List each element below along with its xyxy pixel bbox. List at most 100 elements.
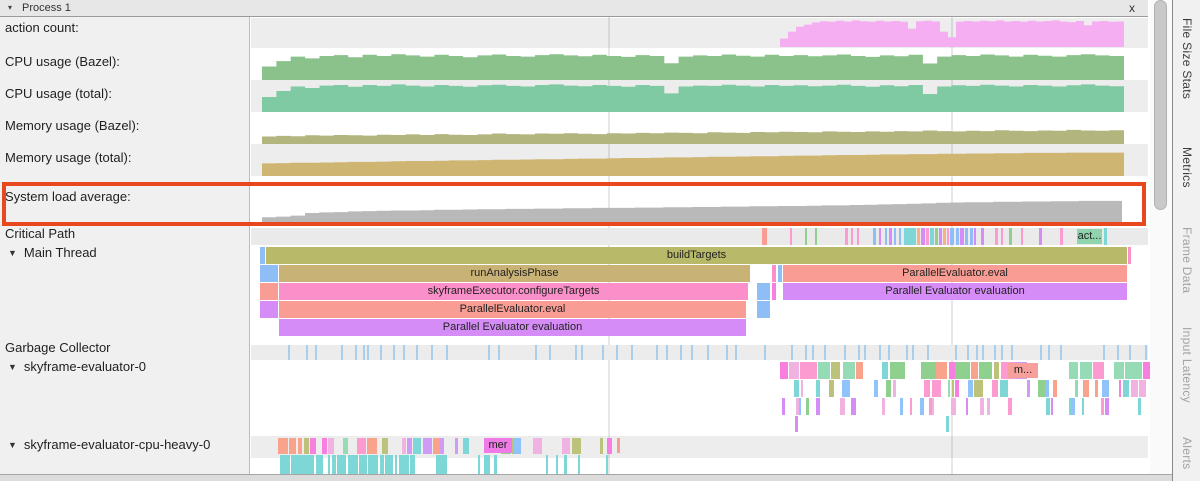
trace-slice[interactable] bbox=[303, 455, 314, 477]
trace-slice[interactable] bbox=[757, 283, 770, 300]
critical-path-slice[interactable] bbox=[894, 228, 896, 245]
trace-slice[interactable]: ParallelEvaluator.eval bbox=[279, 301, 746, 318]
trace-slice[interactable] bbox=[1095, 380, 1098, 397]
trace-slice[interactable] bbox=[260, 247, 265, 264]
gc-tick[interactable] bbox=[976, 345, 978, 360]
critical-path-slice[interactable] bbox=[950, 228, 954, 245]
trace-slice[interactable] bbox=[1138, 398, 1141, 415]
critical-path-slice[interactable] bbox=[947, 228, 949, 245]
trace-slice[interactable] bbox=[921, 362, 936, 379]
gc-tick[interactable] bbox=[726, 345, 728, 360]
critical-path-slice[interactable] bbox=[970, 228, 973, 245]
trace-slice[interactable] bbox=[423, 438, 432, 454]
trace-slice[interactable] bbox=[285, 455, 290, 477]
gc-tick[interactable] bbox=[906, 345, 908, 360]
critical-path-slice[interactable] bbox=[1104, 228, 1107, 245]
collapse-chevron-icon[interactable]: ▼ bbox=[8, 362, 17, 372]
track-name[interactable]: Memory usage (Bazel): bbox=[5, 118, 140, 133]
gc-tick[interactable] bbox=[955, 345, 957, 360]
gc-tick[interactable] bbox=[363, 345, 365, 360]
gc-tick[interactable] bbox=[535, 345, 537, 360]
trace-slice[interactable] bbox=[994, 362, 999, 379]
critical-path-slice[interactable] bbox=[974, 228, 976, 245]
trace-slice[interactable] bbox=[843, 362, 855, 379]
trace-slice[interactable] bbox=[280, 455, 285, 477]
counter-chart-memory-usage-bazel[interactable] bbox=[262, 114, 1124, 144]
trace-slice[interactable] bbox=[348, 455, 358, 477]
critical-path-slice[interactable] bbox=[879, 228, 881, 245]
trace-slice[interactable]: runAnalysisPhase bbox=[279, 265, 750, 282]
gc-tick[interactable] bbox=[967, 345, 969, 360]
trace-slice[interactable] bbox=[1038, 380, 1045, 397]
critical-path-slice[interactable] bbox=[885, 228, 887, 245]
trace-slice[interactable] bbox=[1119, 380, 1121, 397]
trace-slice[interactable] bbox=[806, 398, 809, 415]
track-name[interactable]: Critical Path bbox=[5, 226, 76, 241]
gc-tick[interactable] bbox=[631, 345, 633, 360]
critical-path-slice[interactable] bbox=[981, 228, 984, 245]
trace-slice[interactable] bbox=[564, 455, 567, 477]
trace-slice[interactable] bbox=[1053, 380, 1057, 397]
trace-slice[interactable] bbox=[952, 380, 954, 397]
gc-tick[interactable] bbox=[864, 345, 866, 360]
trace-slice[interactable] bbox=[1071, 398, 1075, 415]
critical-path-slice[interactable] bbox=[1039, 228, 1042, 245]
gc-tick[interactable] bbox=[824, 345, 826, 360]
trace-slice[interactable] bbox=[782, 398, 785, 415]
critical-path-slice[interactable] bbox=[930, 228, 934, 245]
trace-slice[interactable] bbox=[856, 362, 863, 379]
trace-slice[interactable] bbox=[910, 398, 912, 415]
trace-slice[interactable] bbox=[512, 438, 514, 454]
trace-slice[interactable] bbox=[1051, 398, 1053, 415]
trace-slice[interactable] bbox=[617, 438, 620, 453]
trace-slice[interactable] bbox=[382, 438, 388, 454]
trace-slice[interactable] bbox=[1102, 380, 1109, 397]
trace-slice[interactable] bbox=[882, 362, 888, 379]
gc-tick[interactable] bbox=[1060, 345, 1062, 360]
trace-slice[interactable] bbox=[1027, 380, 1030, 397]
gc-tick[interactable] bbox=[707, 345, 709, 360]
trace-slice[interactable] bbox=[949, 362, 955, 379]
trace-slice[interactable] bbox=[1082, 398, 1084, 415]
trace-slice[interactable] bbox=[979, 362, 992, 379]
trace-slice[interactable]: Parallel Evaluator evaluation bbox=[279, 319, 746, 336]
critical-path-act[interactable]: act... bbox=[1077, 229, 1102, 244]
gc-tick[interactable] bbox=[380, 345, 382, 360]
critical-path-slice[interactable] bbox=[790, 228, 792, 245]
trace-slice[interactable] bbox=[932, 398, 934, 415]
trace-slice[interactable] bbox=[796, 398, 799, 415]
gc-tick[interactable] bbox=[1117, 345, 1119, 360]
trace-slice[interactable] bbox=[278, 438, 288, 454]
gc-tick[interactable] bbox=[1040, 345, 1042, 360]
close-icon[interactable]: x bbox=[1129, 1, 1135, 15]
critical-path-slice[interactable] bbox=[935, 228, 938, 245]
trace-slice[interactable] bbox=[578, 455, 580, 477]
trace-slice[interactable] bbox=[1069, 362, 1078, 379]
trace-slice[interactable] bbox=[929, 398, 932, 415]
critical-path-slice[interactable] bbox=[805, 228, 807, 245]
trace-slice[interactable] bbox=[328, 455, 330, 477]
gc-tick[interactable] bbox=[575, 345, 577, 360]
track-name[interactable]: action count: bbox=[5, 20, 79, 35]
critical-path-slice[interactable] bbox=[904, 228, 916, 245]
trace-slice[interactable] bbox=[842, 380, 850, 397]
trace-slice[interactable] bbox=[955, 380, 959, 397]
trace-slice[interactable] bbox=[955, 362, 970, 379]
collapse-chevron-icon[interactable]: ▼ bbox=[8, 248, 17, 258]
gc-tick[interactable] bbox=[982, 345, 984, 360]
gc-tick[interactable] bbox=[1001, 345, 1003, 360]
gc-tick[interactable] bbox=[315, 345, 317, 360]
track-name[interactable]: Garbage Collector bbox=[5, 340, 111, 355]
trace-slice[interactable] bbox=[440, 438, 444, 454]
trace-slice[interactable] bbox=[1123, 380, 1129, 397]
trace-slice[interactable] bbox=[1000, 380, 1008, 397]
trace-slice[interactable] bbox=[1083, 380, 1089, 397]
trace-slice[interactable] bbox=[533, 438, 542, 454]
critical-path-slice[interactable] bbox=[899, 228, 901, 245]
track-name[interactable]: Main Thread bbox=[23, 245, 97, 260]
trace-slice[interactable] bbox=[831, 362, 840, 379]
critical-path-slice[interactable] bbox=[965, 228, 968, 245]
trace-slice[interactable] bbox=[316, 455, 323, 477]
critical-path-slice[interactable] bbox=[995, 228, 998, 245]
gc-tick[interactable] bbox=[680, 345, 682, 360]
